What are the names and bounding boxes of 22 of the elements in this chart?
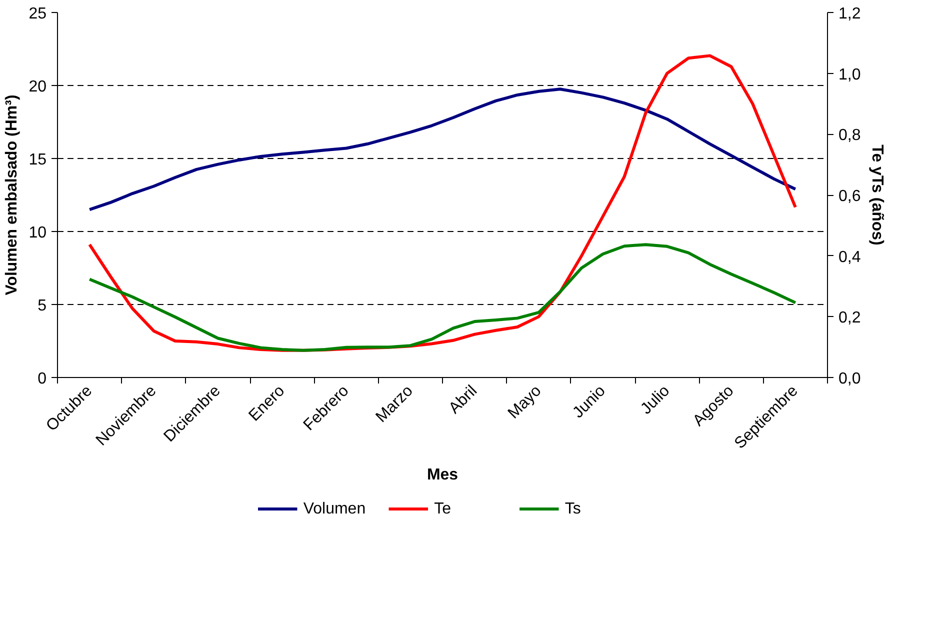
legend-label: Volumen (303, 500, 366, 518)
y2-tick-label: 0,2 (838, 310, 861, 327)
x-tick-label: Julio (638, 382, 674, 418)
y2-tick-label: 1,0 (838, 66, 861, 84)
y-tick-label: 20 (28, 78, 47, 96)
y-tick-label: 0 (38, 370, 47, 388)
legend-label: Ts (564, 500, 581, 518)
y-tick-label: 15 (28, 152, 47, 168)
y2-tick-label: 0,8 (838, 127, 861, 144)
legend-label: Te (434, 500, 452, 518)
y-tick-label: 10 (28, 224, 47, 242)
y2-tick-label: 0,6 (838, 188, 861, 205)
y-axis-title: Volumen embalsado (Hm³) (4, 94, 21, 296)
y2-tick-label: 1,2 (838, 6, 861, 22)
y-tick-label: 25 (28, 6, 47, 22)
x-axis-title: Mes (426, 466, 458, 484)
line-series (88, 243, 797, 352)
y-tick-label: 5 (38, 298, 47, 314)
y2-axis-title: Te yTs (años) (868, 144, 886, 246)
line-series (88, 88, 797, 212)
y2-tick-label: 0,0 (838, 370, 861, 388)
y2-tick-label: 0,4 (838, 248, 861, 266)
